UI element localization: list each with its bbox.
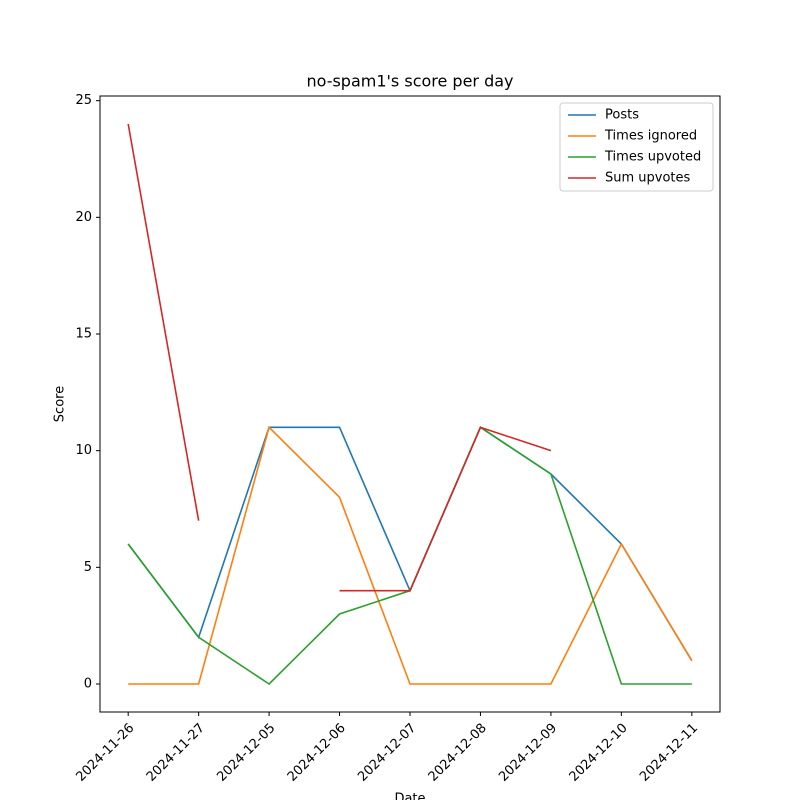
chart-title: no-spam1's score per day [306,72,513,91]
series-line [128,425,693,685]
legend-box [559,102,714,192]
y-tick-label: 0 [84,677,92,692]
y-tick-label: 15 [75,327,92,342]
y-tick-label: 5 [84,560,92,575]
x-tick-label: 2024-12-10 [567,721,631,785]
series-line [127,123,552,592]
x-tick-label: 2024-12-05 [214,721,278,785]
legend-label: Sum upvotes [605,171,691,186]
y-tick-label: 10 [75,443,92,458]
x-tick-label: 2024-11-27 [144,721,208,785]
y-tick-label: 20 [75,210,92,225]
series-line [127,426,692,686]
series-line [127,426,693,662]
x-tick-label: 2024-12-06 [285,721,349,785]
legend-label: Times ignored [604,129,697,144]
x-axis-label: Date [394,792,425,800]
x-tick-label: 2024-12-08 [426,721,490,785]
x-tick-label: 2024-11-26 [73,721,137,785]
x-tick-label: 2024-12-09 [496,721,560,785]
x-tick-label: 2024-12-11 [637,721,701,785]
legend-label: Times upvoted [604,150,701,165]
legend-label: Posts [605,108,639,123]
y-tick-label: 25 [75,93,92,108]
y-axis-label: Score [53,386,68,422]
x-tick-label: 2024-12-07 [355,721,419,785]
